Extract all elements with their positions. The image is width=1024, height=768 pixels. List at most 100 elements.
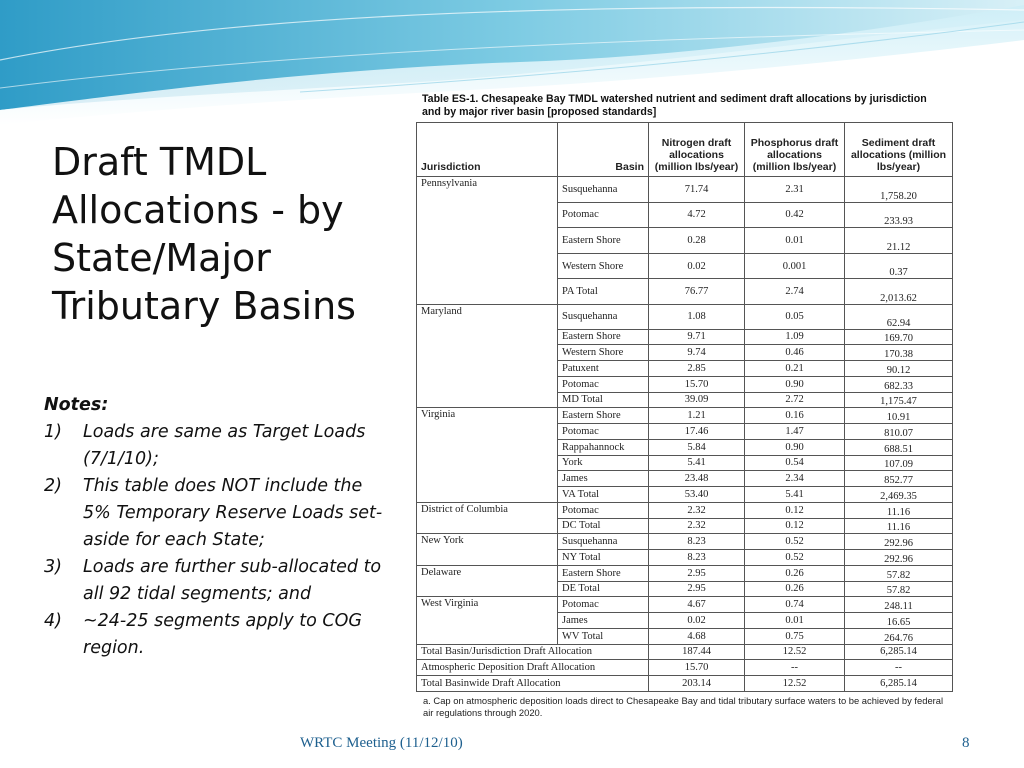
cell-phosphorus: 0.16 — [744, 407, 845, 425]
table-header-row: Jurisdiction Basin Nitrogen draft alloca… — [416, 122, 953, 177]
cell-nitrogen: 8.23 — [648, 533, 745, 551]
cell-nitrogen: 0.02 — [648, 252, 745, 280]
cell-basin: Potomac — [557, 375, 649, 393]
header-sediment: Sediment draft allocations (million lbs/… — [844, 122, 953, 177]
cell-sediment: 2,469.35 — [844, 486, 953, 503]
allocation-table-container: Jurisdiction Basin Nitrogen draft alloca… — [416, 122, 953, 692]
cell-basin: Western Shore — [557, 252, 649, 280]
header-basin: Basin — [557, 122, 649, 177]
cell-nitrogen: 5.41 — [648, 454, 745, 472]
cell-sediment: 2,013.62 — [844, 278, 953, 305]
header-phosphorus: Phosphorus draft allocations (million lb… — [744, 122, 845, 177]
cell-phosphorus: 0.26 — [744, 580, 845, 598]
table-row: James 23.48 2.34 852.77 — [417, 470, 953, 488]
cell-sediment: 16.65 — [844, 612, 953, 629]
header-nitrogen: Nitrogen draft allocations (million lbs/… — [648, 122, 745, 177]
cell-nitrogen: 71.74 — [648, 176, 745, 203]
table-row: NY Total 8.23 0.52 292.96 — [417, 549, 953, 566]
cell-basin: James — [557, 612, 649, 629]
cell-jurisdiction: West Virginia — [416, 596, 558, 645]
note-text: ~24-25 segments apply to COG region. — [83, 611, 362, 658]
cell-sediment: 169.70 — [844, 328, 953, 346]
cell-sediment: 62.94 — [844, 303, 953, 330]
table-footnote: a. Cap on atmospheric deposition loads d… — [423, 695, 944, 718]
cell-basin: Potomac — [557, 596, 649, 614]
cell-basin: Eastern Shore — [557, 564, 649, 582]
cell-sediment: 233.93 — [844, 201, 953, 229]
note-number: 4) — [44, 611, 62, 631]
cell-phosphorus: 0.01 — [744, 227, 845, 254]
cell-nitrogen: 15.70 — [648, 375, 745, 393]
cell-basin: Potomac — [557, 423, 649, 440]
cell-nitrogen: 4.68 — [648, 627, 745, 645]
cell-phosphorus: 0.01 — [744, 612, 845, 629]
cell-basin: Western Shore — [557, 344, 649, 362]
cell-phosphorus: 1.09 — [744, 328, 845, 346]
cell-phosphorus: 0.42 — [744, 201, 845, 229]
cell-phosphorus: 2.34 — [744, 470, 845, 488]
cell-nitrogen: 1.08 — [648, 303, 745, 330]
cell-nitrogen: 0.28 — [648, 227, 745, 254]
cell-jurisdiction: Pennsylvania — [416, 176, 558, 305]
table-row: Pennsylvania Susquehanna 71.74 2.31 1,758.20 — [416, 176, 953, 305]
cell-sediment: 248.11 — [844, 596, 953, 614]
table-row: DE Total 2.95 0.26 57.82 — [417, 580, 953, 598]
table-row: PA Total 76.77 2.74 2,013.62 — [417, 278, 953, 305]
table-total-row: Atmospheric Deposition Draft Allocation 1… — [416, 659, 953, 677]
cell-nitrogen: 15.70 — [648, 659, 745, 677]
cell-sediment: 11.16 — [844, 517, 953, 535]
cell-phosphorus: 0.26 — [744, 564, 845, 582]
cell-nitrogen: 4.72 — [648, 201, 745, 229]
cell-nitrogen: 8.23 — [648, 549, 745, 566]
cell-basin: Rappahannock — [557, 438, 649, 456]
cell-basin: Eastern Shore — [557, 407, 649, 425]
cell-nitrogen: 2.85 — [648, 360, 745, 377]
cell-phosphorus: 12.52 — [744, 675, 845, 692]
table-row: Potomac 4.72 0.42 233.93 — [417, 201, 953, 229]
cell-basin: Eastern Shore — [557, 227, 649, 254]
cell-nitrogen: 4.67 — [648, 596, 745, 614]
cell-total-label: Total Basinwide Draft Allocation — [416, 675, 649, 692]
cell-sediment: 90.12 — [844, 360, 953, 377]
table-row: Potomac 15.70 0.90 682.33 — [417, 375, 953, 393]
notes-heading: Notes: — [44, 395, 109, 415]
cell-nitrogen: 76.77 — [648, 278, 745, 305]
cell-phosphorus: 0.12 — [744, 517, 845, 535]
table-total-row: Total Basinwide Draft Allocation 203.14 12… — [416, 675, 953, 692]
cell-phosphorus: 0.12 — [744, 501, 845, 519]
cell-basin: VA Total — [557, 486, 649, 503]
cell-phosphorus: 0.21 — [744, 360, 845, 377]
cell-basin: Potomac — [557, 201, 649, 229]
note-number: 1) — [44, 422, 62, 442]
footer-meeting-label: WRTC Meeting (11/12/10) — [300, 735, 463, 751]
cell-phosphorus: 0.54 — [744, 454, 845, 472]
cell-jurisdiction: Maryland — [416, 303, 558, 409]
cell-nitrogen: 1.21 — [648, 407, 745, 425]
cell-nitrogen: 17.46 — [648, 423, 745, 440]
cell-phosphorus: 0.05 — [744, 303, 845, 330]
cell-basin: Potomac — [557, 501, 649, 519]
cell-sediment: 57.82 — [844, 564, 953, 582]
cell-nitrogen: 2.32 — [648, 501, 745, 519]
table-body: Pennsylvania Susquehanna 71.74 2.31 1,758.20… — [416, 176, 953, 692]
cell-sediment: 57.82 — [844, 580, 953, 598]
cell-basin: DE Total — [557, 580, 649, 598]
table-total-row: Total Basin/Jurisdiction Draft Allocatio… — [416, 643, 953, 661]
cell-phosphorus: 0.52 — [744, 549, 845, 566]
cell-nitrogen: 187.44 — [648, 643, 745, 661]
note-text: Loads are same as Target Loads (7/1/10); — [83, 422, 366, 469]
table-row: Patuxent 2.85 0.21 90.12 — [417, 360, 953, 377]
cell-jurisdiction: Delaware — [416, 564, 558, 598]
cell-nitrogen: 9.74 — [648, 344, 745, 362]
table-row: Eastern Shore 9.71 1.09 169.70 — [417, 328, 953, 346]
cell-basin: Susquehanna — [557, 176, 649, 203]
cell-phosphorus: 5.41 — [744, 486, 845, 503]
cell-sediment: 6,285.14 — [844, 675, 953, 692]
cell-sediment: 1,175.47 — [844, 391, 953, 409]
table-row: West Virginia Potomac 4.67 0.74 248.11 — [416, 596, 953, 645]
cell-sediment: 1,758.20 — [844, 176, 953, 203]
cell-nitrogen: 203.14 — [648, 675, 745, 692]
cell-basin: James — [557, 470, 649, 488]
cell-nitrogen: 0.02 — [648, 612, 745, 629]
table-row: Delaware Eastern Shore 2.95 0.26 57.82 — [416, 564, 953, 598]
